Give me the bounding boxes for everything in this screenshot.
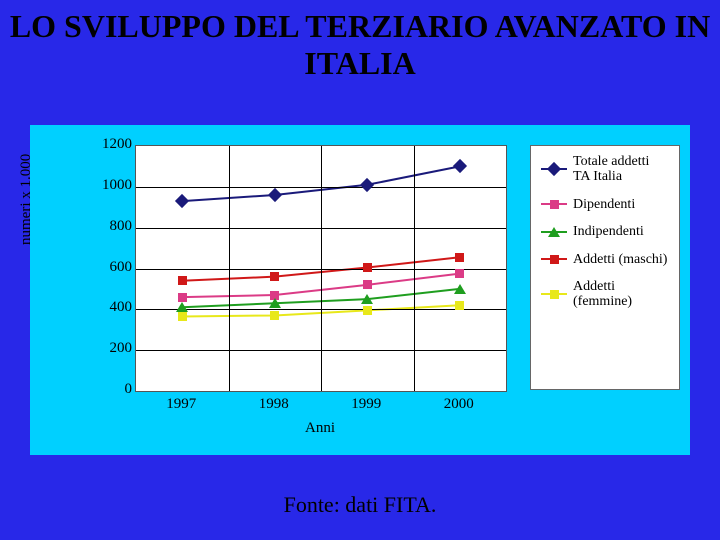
data-marker [270, 311, 279, 320]
legend-label: Totale addetti TA Italia [573, 154, 669, 185]
xtick-label: 1998 [244, 396, 304, 413]
legend-label: Dipendenti [573, 197, 635, 212]
ytick-label: 400 [90, 299, 132, 316]
legend-label: Addetti (maschi) [573, 252, 667, 267]
legend-item: Totale addetti TA Italia [541, 154, 669, 185]
gridline-v [414, 146, 415, 391]
data-marker [269, 298, 281, 308]
legend-item: Addetti (maschi) [541, 252, 669, 267]
legend-swatch [541, 225, 567, 239]
data-marker [361, 294, 373, 304]
data-marker [178, 293, 187, 302]
data-marker [455, 269, 464, 278]
legend-swatch [541, 252, 567, 266]
ytick-label: 1200 [90, 136, 132, 153]
plot-area [135, 145, 507, 392]
gridline-v [321, 146, 322, 391]
data-marker [178, 312, 187, 321]
legend-swatch [541, 197, 567, 211]
legend-label: Addetti (femmine) [573, 279, 669, 310]
chart-container: numeri x 1.000 Anni Totale addetti TA It… [30, 125, 690, 455]
legend-item: Addetti (femmine) [541, 279, 669, 310]
ytick-label: 0 [90, 381, 132, 398]
legend-item: Indipendenti [541, 224, 669, 239]
footer-source: Fonte: dati FITA. [0, 492, 720, 518]
ytick-label: 1000 [90, 177, 132, 194]
ytick-label: 200 [90, 340, 132, 357]
data-marker [268, 188, 282, 202]
legend-swatch [541, 287, 567, 301]
legend-item: Dipendenti [541, 197, 669, 212]
ytick-label: 800 [90, 218, 132, 235]
data-marker [363, 280, 372, 289]
gridline-v [229, 146, 230, 391]
x-axis-label: Anni [135, 420, 505, 437]
data-marker [453, 159, 467, 173]
data-marker [363, 263, 372, 272]
data-marker [363, 306, 372, 315]
data-marker [178, 276, 187, 285]
xtick-label: 1997 [151, 396, 211, 413]
slide: LO SVILUPPO DEL TERZIARIO AVANZATO IN IT… [0, 0, 720, 540]
ytick-label: 600 [90, 259, 132, 276]
slide-title: LO SVILUPPO DEL TERZIARIO AVANZATO IN IT… [0, 8, 720, 82]
data-marker [175, 194, 189, 208]
data-marker [360, 178, 374, 192]
data-marker [176, 302, 188, 312]
xtick-label: 1999 [336, 396, 396, 413]
y-axis-label: numeri x 1.000 [18, 154, 35, 245]
data-marker [270, 272, 279, 281]
data-marker [454, 284, 466, 294]
legend: Totale addetti TA Italia Dipendenti Indipe… [530, 145, 680, 390]
legend-swatch [541, 162, 567, 176]
data-marker [455, 253, 464, 262]
xtick-label: 2000 [429, 396, 489, 413]
data-marker [455, 301, 464, 310]
legend-label: Indipendenti [573, 224, 644, 239]
